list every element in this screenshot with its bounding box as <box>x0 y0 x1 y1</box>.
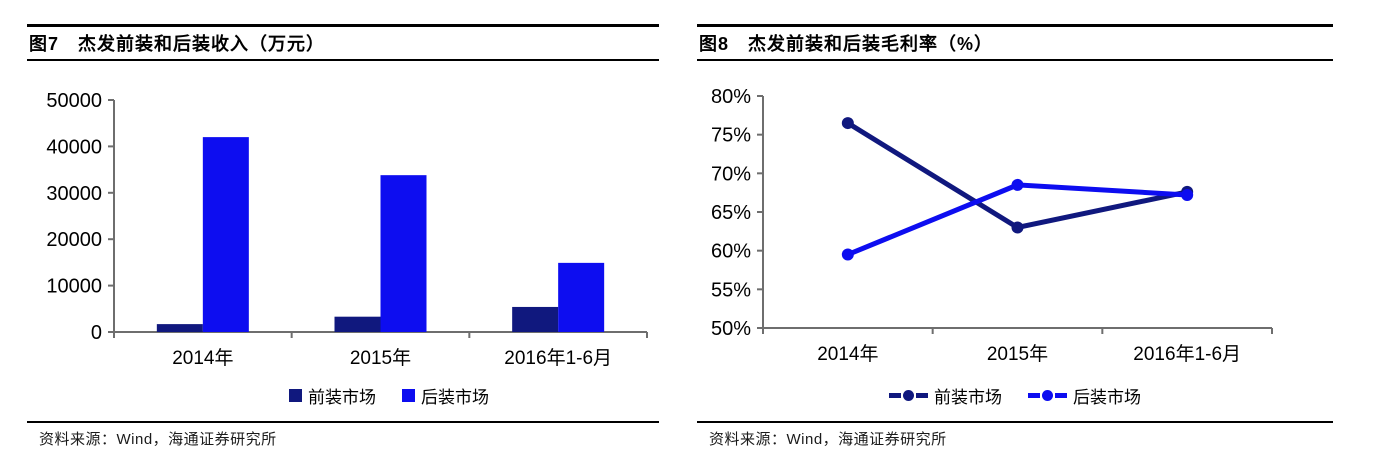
svg-text:2016年1-6月: 2016年1-6月 <box>504 347 612 369</box>
svg-text:2014年: 2014年 <box>817 343 878 365</box>
svg-text:60%: 60% <box>711 241 751 263</box>
legend-item-after-market: 后装市场 <box>402 383 489 408</box>
svg-text:2015年: 2015年 <box>987 343 1048 365</box>
svg-text:2016年1-6月: 2016年1-6月 <box>1133 343 1241 365</box>
figure-7-source: 资料来源：Wind，海通证券研究所 <box>39 431 277 448</box>
svg-text:2015年: 2015年 <box>350 347 411 369</box>
svg-text:40000: 40000 <box>46 136 102 158</box>
svg-text:10000: 10000 <box>46 276 102 298</box>
legend-label: 后装市场 <box>1073 388 1141 407</box>
legend-label: 前装市场 <box>934 388 1002 407</box>
figure-8-top-rule <box>697 24 1333 27</box>
legend-label: 前装市场 <box>308 388 376 407</box>
svg-text:75%: 75% <box>711 125 751 147</box>
svg-text:30000: 30000 <box>46 183 102 205</box>
legend-label: 后装市场 <box>421 388 489 407</box>
figure-7-footer-rule <box>27 421 659 423</box>
figure-8-title-rule <box>697 59 1333 61</box>
legend-item-after-market: 后装市场 <box>1028 383 1141 408</box>
front-market-line-swatch-icon <box>889 390 928 401</box>
figure-8-line-chart: 50% 55% 60% 65% 70% 75% 80% 2014年 2015年 2016年1-6月 <box>711 86 1273 365</box>
figure-7-bar-chart: 0 10000 20000 30000 40000 50000 2014年 2015年 2016… <box>46 90 648 369</box>
legend-item-front-market: 前装市场 <box>889 383 1002 408</box>
svg-text:0: 0 <box>91 322 102 344</box>
svg-text:55%: 55% <box>711 279 751 301</box>
figure-7-panel: 图7 杰发前装和后装收入（万元） 0 10000 20000 30000 40000 50… <box>27 0 659 464</box>
figure-8-legend: 前装市场 后装市场 <box>697 383 1333 408</box>
svg-text:20000: 20000 <box>46 229 102 251</box>
figure-8-panel: 图8 杰发前装和后装毛利率（%） 50% 55% 60% 65% 70% 75% 80% 20… <box>697 0 1333 464</box>
figure-7-title: 图7 杰发前装和后装收入（万元） <box>29 34 326 54</box>
figure-7-title-rule <box>27 59 659 61</box>
svg-text:65%: 65% <box>711 202 751 224</box>
after-market-line-swatch-icon <box>1028 390 1067 401</box>
svg-text:50000: 50000 <box>46 90 102 112</box>
legend-item-front-market: 前装市场 <box>289 383 376 408</box>
after-market-swatch-icon <box>402 389 415 402</box>
svg-text:2014年: 2014年 <box>172 347 233 369</box>
front-market-swatch-icon <box>289 389 302 402</box>
figure-8-footer-rule <box>697 421 1333 423</box>
figure-7-top-rule <box>27 24 659 27</box>
svg-text:80%: 80% <box>711 86 751 108</box>
figure-7-legend: 前装市场 后装市场 <box>27 383 705 408</box>
svg-text:70%: 70% <box>711 163 751 185</box>
svg-text:50%: 50% <box>711 318 751 340</box>
figure-8-title: 图8 杰发前装和后装毛利率（%） <box>699 34 994 54</box>
figure-8-source: 资料来源：Wind，海通证券研究所 <box>709 431 947 448</box>
